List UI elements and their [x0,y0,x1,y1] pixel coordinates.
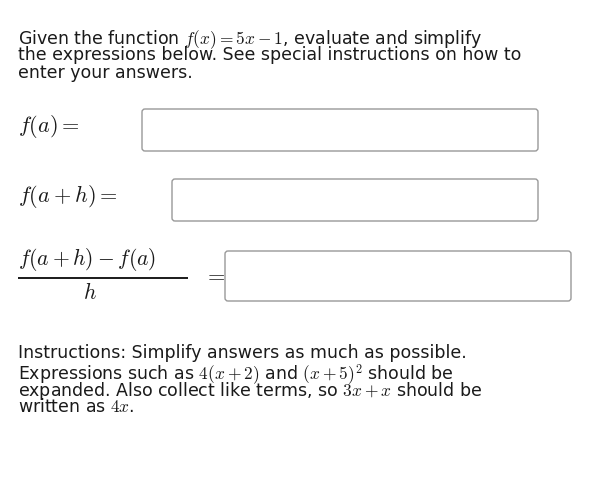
FancyBboxPatch shape [172,179,538,221]
Text: $f(a) =$: $f(a) =$ [18,114,80,140]
Text: enter your answers.: enter your answers. [18,64,193,82]
Text: Given the function $f(x) = 5x - 1$, evaluate and simplify: Given the function $f(x) = 5x - 1$, eval… [18,28,482,51]
Text: $f(a + h) - f(a)$: $f(a + h) - f(a)$ [18,246,156,273]
Text: written as $4x$.: written as $4x$. [18,398,134,416]
Text: Expressions such as $4(x + 2)$ and $(x + 5)^2$ should be: Expressions such as $4(x + 2)$ and $(x +… [18,362,454,387]
Text: expanded. Also collect like terms, so $3x + x$ should be: expanded. Also collect like terms, so $3… [18,380,482,402]
Text: $h$: $h$ [83,282,97,303]
Text: the expressions below. See special instructions on how to: the expressions below. See special instr… [18,46,521,64]
Text: $f(a + h) =$: $f(a + h) =$ [18,183,118,211]
Text: $=$: $=$ [204,265,226,285]
FancyBboxPatch shape [225,251,571,301]
FancyBboxPatch shape [142,109,538,151]
Text: Instructions: Simplify answers as much as possible.: Instructions: Simplify answers as much a… [18,344,467,362]
